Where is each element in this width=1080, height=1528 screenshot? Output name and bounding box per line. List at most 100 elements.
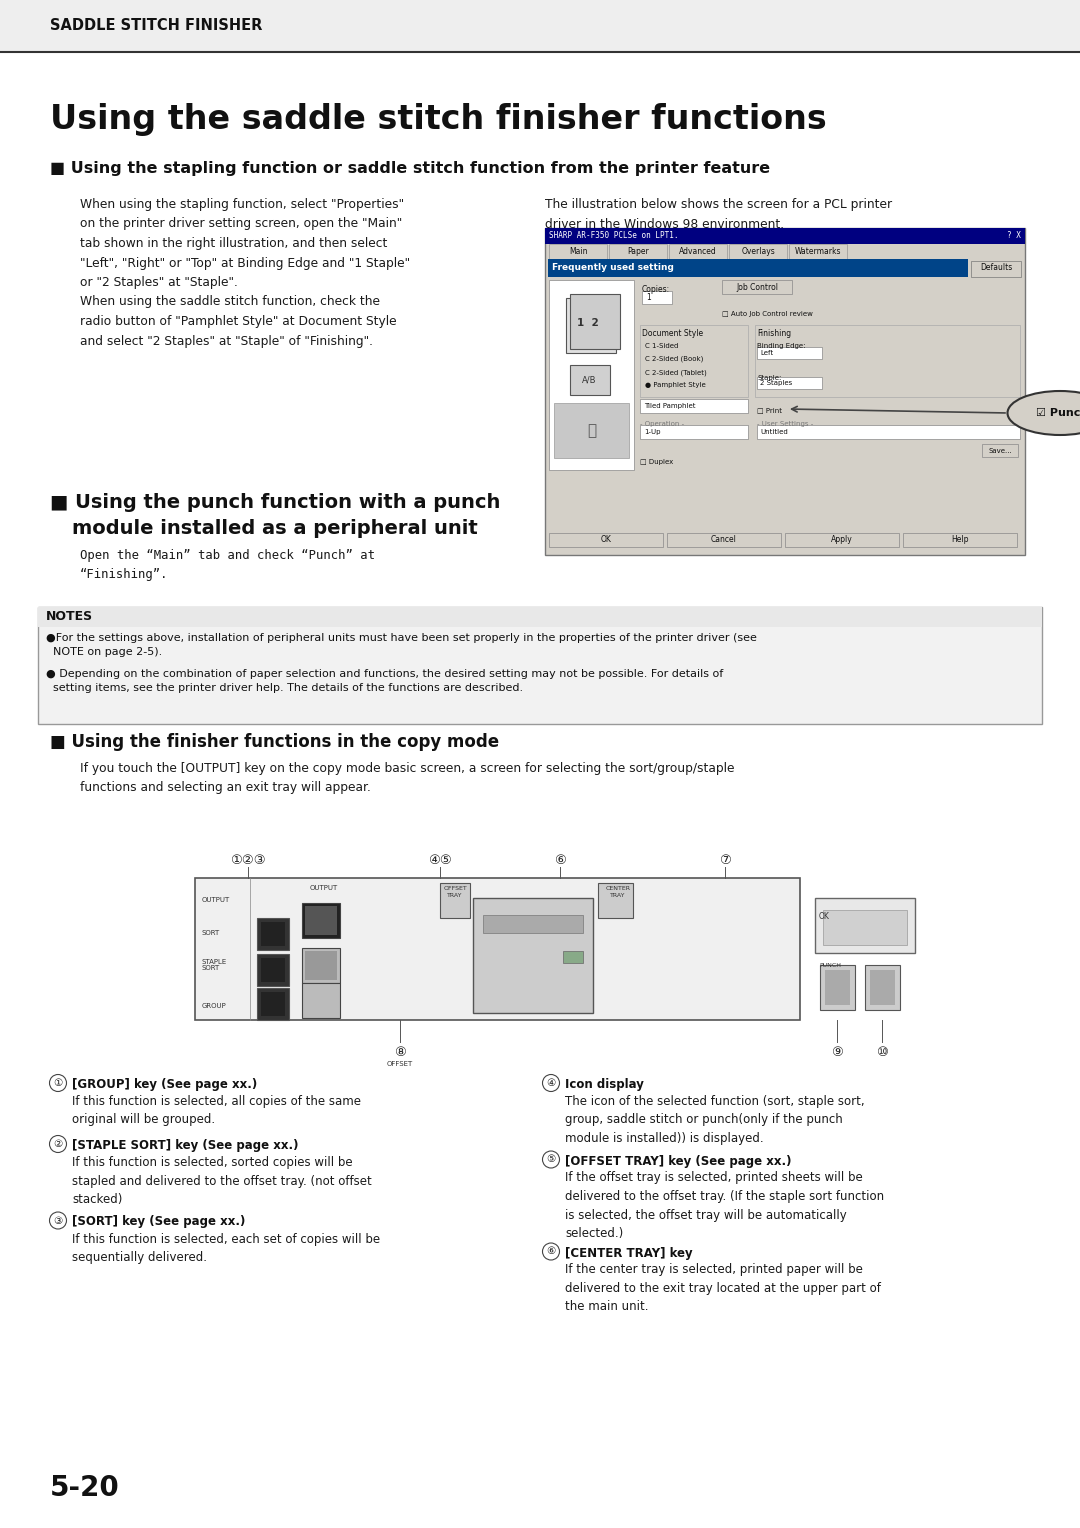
- Text: ■ Using the stapling function or saddle stitch function from the printer feature: ■ Using the stapling function or saddle …: [50, 160, 770, 176]
- Text: Paper: Paper: [627, 248, 649, 257]
- Bar: [548, 260, 968, 277]
- Bar: [302, 947, 340, 983]
- Bar: [563, 950, 583, 963]
- Text: - User Settings -: - User Settings -: [757, 422, 813, 426]
- Text: Copies:: Copies:: [642, 286, 670, 295]
- Bar: [569, 293, 620, 348]
- Text: Defaults: Defaults: [980, 263, 1012, 272]
- Text: ⑥: ⑥: [546, 1247, 555, 1256]
- Text: C 2-Sided (Book): C 2-Sided (Book): [645, 356, 703, 362]
- Circle shape: [50, 1212, 67, 1229]
- Text: Untitled: Untitled: [760, 429, 787, 435]
- Circle shape: [50, 1135, 67, 1152]
- Bar: [870, 970, 895, 1005]
- Bar: [755, 325, 1020, 397]
- Bar: [549, 280, 634, 471]
- Text: ■ Using the finisher functions in the copy mode: ■ Using the finisher functions in the co…: [50, 733, 499, 750]
- Text: 1  2: 1 2: [577, 318, 598, 329]
- Bar: [820, 966, 855, 1010]
- Text: The illustration below shows the screen for a PCL printer
driver in the Windows : The illustration below shows the screen …: [545, 199, 892, 231]
- Text: □ Print: □ Print: [757, 406, 782, 413]
- Bar: [302, 903, 340, 938]
- Bar: [789, 244, 847, 260]
- Bar: [549, 533, 663, 547]
- Text: ①: ①: [53, 1077, 63, 1088]
- Bar: [825, 970, 850, 1005]
- Text: ④: ④: [546, 1077, 555, 1088]
- Text: Main: Main: [569, 248, 588, 257]
- Bar: [305, 950, 337, 979]
- Text: ⑨: ⑨: [832, 1045, 842, 1059]
- Text: 🖨: 🖨: [586, 423, 596, 439]
- Bar: [757, 347, 822, 359]
- Text: OFFSET: OFFSET: [387, 1060, 414, 1067]
- Text: □ Auto Job Control review: □ Auto Job Control review: [723, 312, 813, 316]
- Text: □ Duplex: □ Duplex: [640, 458, 673, 465]
- Text: PUNCH: PUNCH: [819, 963, 841, 969]
- Bar: [305, 906, 337, 935]
- Text: ④⑤: ④⑤: [428, 854, 451, 866]
- Bar: [642, 290, 672, 304]
- Text: SADDLE STITCH FINISHER: SADDLE STITCH FINISHER: [50, 18, 262, 34]
- Text: Finishing: Finishing: [757, 329, 792, 338]
- Text: ● Depending on the combination of paper selection and functions, the desired set: ● Depending on the combination of paper …: [46, 669, 724, 694]
- Text: If this function is selected, each set of copies will be
sequentially delivered.: If this function is selected, each set o…: [72, 1233, 380, 1264]
- Bar: [667, 533, 781, 547]
- Bar: [729, 244, 787, 260]
- Bar: [261, 921, 285, 946]
- Text: ☑ Punch: ☑ Punch: [1036, 408, 1080, 419]
- Bar: [0, 0, 1080, 52]
- Bar: [757, 377, 822, 390]
- Text: Document Style: Document Style: [642, 329, 703, 338]
- Bar: [440, 883, 470, 918]
- Bar: [640, 325, 748, 397]
- Text: If you touch the [OUTPUT] key on the copy mode basic screen, a screen for select: If you touch the [OUTPUT] key on the cop…: [80, 762, 734, 795]
- Text: Staple:: Staple:: [757, 374, 781, 380]
- Text: The icon of the selected function (sort, staple sort,
group, saddle stitch or pu: The icon of the selected function (sort,…: [565, 1096, 865, 1144]
- Text: 1: 1: [646, 293, 651, 303]
- Text: NOTES: NOTES: [46, 611, 93, 623]
- Bar: [609, 244, 667, 260]
- Bar: [640, 425, 748, 439]
- Text: Open the “Main” tab and check “Punch” at
“Finishing”.: Open the “Main” tab and check “Punch” at…: [80, 549, 375, 581]
- Text: Icon display: Icon display: [565, 1077, 644, 1091]
- Text: ● Pamphlet Style: ● Pamphlet Style: [645, 382, 705, 388]
- Bar: [549, 244, 607, 260]
- Text: 5-20: 5-20: [50, 1475, 120, 1502]
- Bar: [757, 425, 1020, 439]
- Bar: [38, 607, 1042, 724]
- Text: ? X: ? X: [1008, 232, 1021, 240]
- Text: Watermarks: Watermarks: [795, 248, 841, 257]
- Text: OK: OK: [600, 535, 611, 544]
- Text: 1-Up: 1-Up: [644, 429, 661, 435]
- Bar: [971, 261, 1021, 277]
- Text: ②: ②: [53, 1138, 63, 1149]
- Bar: [823, 911, 907, 944]
- Bar: [483, 915, 583, 934]
- Bar: [566, 298, 616, 353]
- Text: ⑥: ⑥: [554, 854, 566, 866]
- Bar: [261, 958, 285, 983]
- Text: Save...: Save...: [988, 448, 1012, 454]
- Text: OK: OK: [819, 912, 829, 921]
- Bar: [598, 883, 633, 918]
- Text: module installed as a peripheral unit: module installed as a peripheral unit: [72, 520, 477, 538]
- FancyBboxPatch shape: [257, 989, 289, 1021]
- Text: [GROUP] key (See page xx.): [GROUP] key (See page xx.): [72, 1077, 257, 1091]
- Text: SHARP AR-F350 PCLSe on LPT1.: SHARP AR-F350 PCLSe on LPT1.: [549, 232, 678, 240]
- Text: ⑧: ⑧: [394, 1045, 406, 1059]
- Text: OUTPUT: OUTPUT: [310, 885, 338, 891]
- Text: [OFFSET TRAY] key (See page xx.): [OFFSET TRAY] key (See page xx.): [565, 1155, 792, 1167]
- Text: 2 Staples: 2 Staples: [760, 380, 793, 387]
- Text: If the offset tray is selected, printed sheets will be
delivered to the offset t: If the offset tray is selected, printed …: [565, 1172, 885, 1241]
- Text: [CENTER TRAY] key: [CENTER TRAY] key: [565, 1247, 692, 1259]
- Text: Frequently used setting: Frequently used setting: [552, 263, 674, 272]
- Bar: [669, 244, 727, 260]
- Bar: [545, 228, 1025, 555]
- Text: SORT: SORT: [202, 931, 220, 937]
- Circle shape: [542, 1074, 559, 1091]
- Circle shape: [50, 1074, 67, 1091]
- Bar: [195, 879, 800, 1021]
- Bar: [723, 280, 792, 293]
- Circle shape: [542, 1151, 559, 1167]
